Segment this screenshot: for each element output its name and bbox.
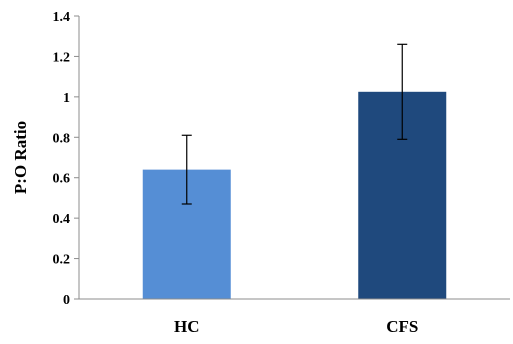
y-axis-title: P:O Ratio	[11, 121, 30, 194]
y-tick-label: 0.8	[53, 131, 71, 146]
y-tick-label: 0	[63, 293, 70, 308]
y-tick-label: 1	[63, 91, 70, 106]
x-category-label: HC	[174, 317, 200, 336]
x-category-labels: HC CFS	[174, 317, 418, 336]
y-tick-label: 1.4	[53, 10, 71, 25]
error-bars	[181, 43, 408, 205]
y-tick-label: 0.2	[53, 253, 71, 268]
y-tick-label: 0.4	[53, 212, 71, 227]
x-category-label: CFS	[386, 317, 418, 336]
y-tick-labels: 0 0.2 0.4 0.6 0.8 1 1.2 1.4	[53, 10, 71, 308]
y-tick-label: 0.6	[53, 172, 71, 187]
bars	[142, 91, 447, 299]
y-tick-label: 1.2	[53, 50, 71, 65]
y-axis	[74, 15, 80, 300]
